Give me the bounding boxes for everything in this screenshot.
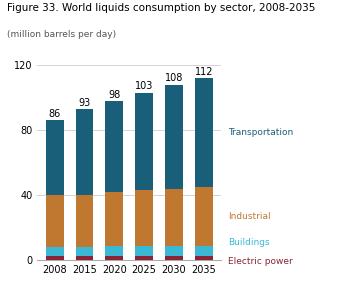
Text: Industrial: Industrial <box>228 212 271 221</box>
Bar <box>105 256 123 260</box>
Bar <box>165 246 183 256</box>
Text: 98: 98 <box>108 90 120 100</box>
Bar <box>195 187 212 246</box>
Text: (million barrels per day): (million barrels per day) <box>7 30 116 38</box>
Bar <box>46 195 64 247</box>
Bar <box>75 195 94 247</box>
Bar <box>165 85 183 189</box>
Bar <box>135 93 153 191</box>
Bar <box>195 78 212 187</box>
Bar <box>46 247 64 256</box>
Text: 103: 103 <box>135 81 153 91</box>
Text: 108: 108 <box>165 73 183 83</box>
Bar <box>135 246 153 256</box>
Text: Figure 33. World liquids consumption by sector, 2008-2035: Figure 33. World liquids consumption by … <box>7 3 315 13</box>
Bar <box>195 256 212 260</box>
Text: 93: 93 <box>78 98 91 108</box>
Text: Electric power: Electric power <box>228 258 293 266</box>
Bar <box>75 109 94 195</box>
Bar <box>46 120 64 195</box>
Bar <box>105 101 123 192</box>
Bar <box>75 247 94 256</box>
Bar <box>75 256 94 260</box>
Bar <box>165 189 183 246</box>
Bar <box>135 191 153 246</box>
Bar <box>46 256 64 260</box>
Bar <box>105 246 123 256</box>
Bar <box>165 256 183 260</box>
Text: Buildings: Buildings <box>228 238 270 247</box>
Bar <box>105 192 123 246</box>
Text: 86: 86 <box>49 109 61 119</box>
Bar <box>195 246 212 256</box>
Bar <box>135 256 153 260</box>
Text: 112: 112 <box>194 67 213 77</box>
Text: Transportation: Transportation <box>228 128 294 137</box>
